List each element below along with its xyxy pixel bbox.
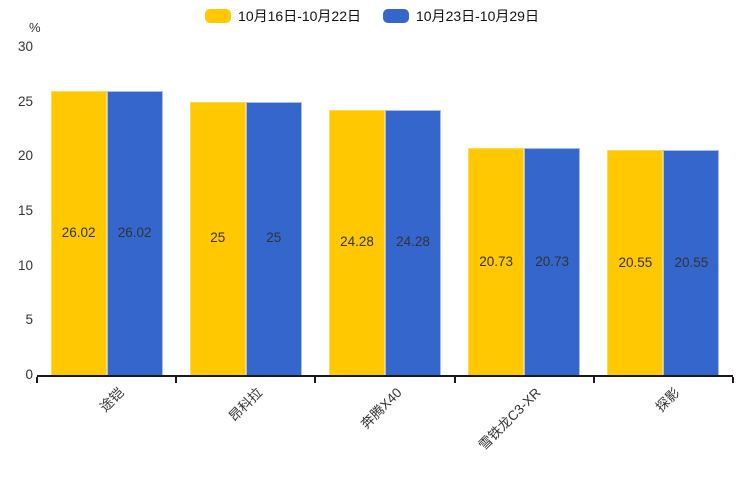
y-tick-label: 25 [17, 93, 33, 109]
x-axis-tick [453, 377, 456, 383]
x-axis-label: 途铠 [96, 385, 127, 415]
y-tick-label: 30 [17, 39, 33, 54]
y-axis-unit-label: % [29, 20, 41, 35]
legend-label-week2: 10月23日-10月29日 [416, 8, 539, 24]
y-tick-label: 15 [17, 203, 33, 218]
x-axis-label: 奔腾X40 [357, 385, 405, 432]
x-axis-tick [175, 377, 178, 383]
x-axis-label: 昂科拉 [226, 385, 266, 425]
y-tick-label: 10 [17, 257, 33, 273]
x-axis-tick [314, 377, 317, 383]
x-axis-tick [592, 377, 595, 383]
legend-label-week1: 10月16日-10月22日 [238, 8, 361, 24]
bar-series2-探影[interactable] [663, 150, 720, 375]
legend-item-week1[interactable]: 10月16日-10月22日 [205, 7, 361, 25]
legend-swatch-week1-icon [205, 9, 232, 23]
legend-swatch-week2-icon [383, 9, 409, 23]
bar-series1-雪铁龙C3-XR[interactable] [468, 148, 525, 375]
x-axis-line [37, 375, 733, 377]
bar-series2-奔腾X40[interactable] [385, 109, 441, 375]
bar-series1-昂科拉[interactable] [189, 101, 246, 375]
legend-item-week2[interactable]: 10月23日-10月29日 [383, 7, 539, 25]
y-tick-label: 5 [25, 312, 33, 328]
bar-series2-途铠[interactable] [106, 90, 163, 375]
bar-series1-探影[interactable] [607, 150, 664, 375]
bar-series2-昂科拉[interactable] [245, 101, 302, 375]
legend: 10月16日-10月22日 10月23日-10月29日 [0, 7, 744, 25]
y-tick-label: 20 [17, 148, 33, 164]
bar-series2-雪铁龙C3-XR[interactable] [524, 148, 581, 375]
bar-series1-途铠[interactable] [50, 90, 107, 375]
x-axis-label: 探影 [653, 385, 684, 415]
bar-series1-奔腾X40[interactable] [329, 109, 385, 375]
x-axis-tick [732, 377, 734, 383]
y-tick-label: 0 [25, 367, 33, 382]
x-axis-tick [36, 377, 38, 383]
x-axis-label: 雪铁龙C3-XR [475, 385, 544, 453]
